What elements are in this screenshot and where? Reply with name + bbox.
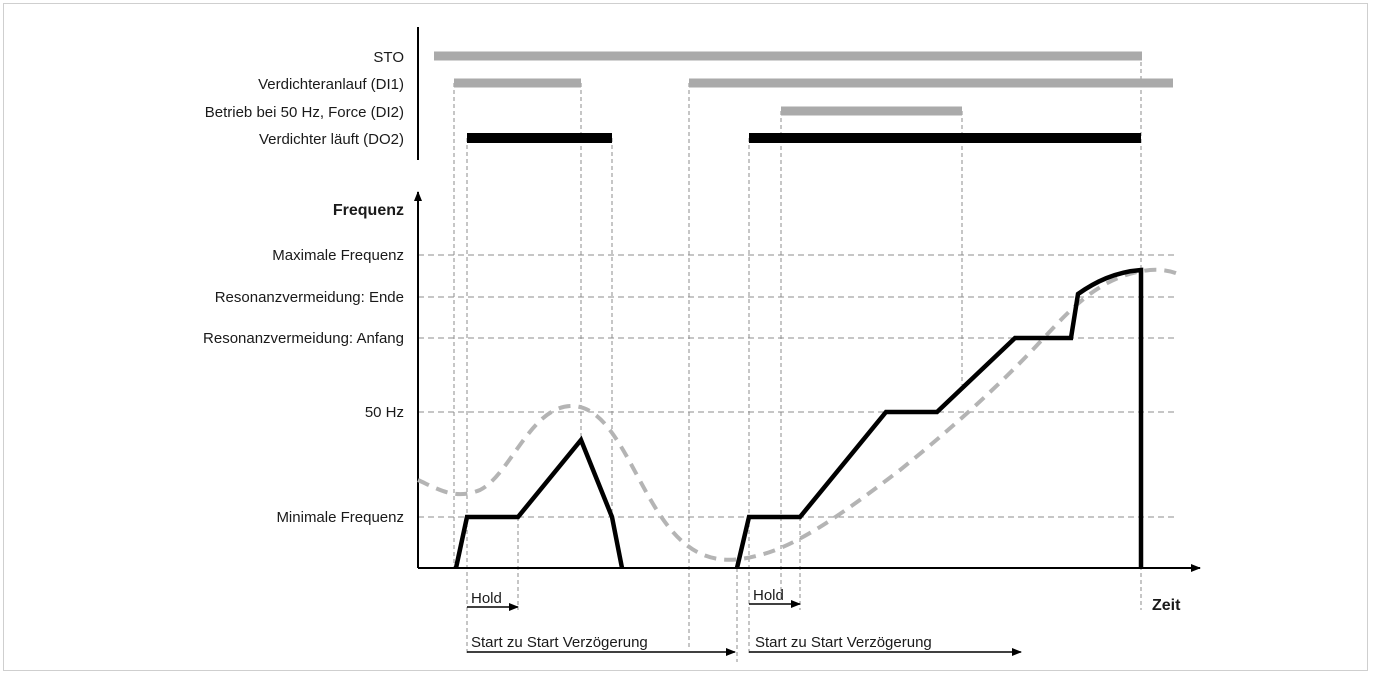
signal-label-di2: Betrieb bei 50 Hz, Force (DI2) xyxy=(205,104,404,121)
signal-label-do2: Verdichter läuft (DO2) xyxy=(259,131,404,148)
level-label-res-end: Resonanzvermeidung: Ende xyxy=(215,289,404,306)
hold-label-1: Hold xyxy=(471,590,502,607)
hold-label-2: Hold xyxy=(753,587,784,604)
time-arrows xyxy=(467,600,1022,656)
level-label-res-start: Resonanzvermeidung: Anfang xyxy=(203,330,404,347)
frequency-output-curve-2 xyxy=(734,267,1144,569)
signal-label-di1: Verdichteranlauf (DI1) xyxy=(258,76,404,93)
level-label-fmax: Maximale Frequenz xyxy=(272,247,404,264)
level-label-fmin: Minimale Frequenz xyxy=(276,509,404,526)
x-axis-label: Zeit xyxy=(1152,597,1181,614)
axes xyxy=(414,191,1201,572)
vertical-guides xyxy=(453,55,1142,662)
diagram-frame xyxy=(3,3,1368,671)
level-lines xyxy=(418,254,1176,518)
delay-label-1: Start zu Start Verzögerung xyxy=(471,634,648,651)
signal-bars xyxy=(434,51,1173,143)
frequency-output-curve-1 xyxy=(453,435,625,569)
delay-label-2: Start zu Start Verzögerung xyxy=(755,634,932,651)
level-label-50hz: 50 Hz xyxy=(365,404,404,421)
signal-label-sto: STO xyxy=(373,49,404,66)
y-axis-label: Frequenz xyxy=(333,202,404,219)
